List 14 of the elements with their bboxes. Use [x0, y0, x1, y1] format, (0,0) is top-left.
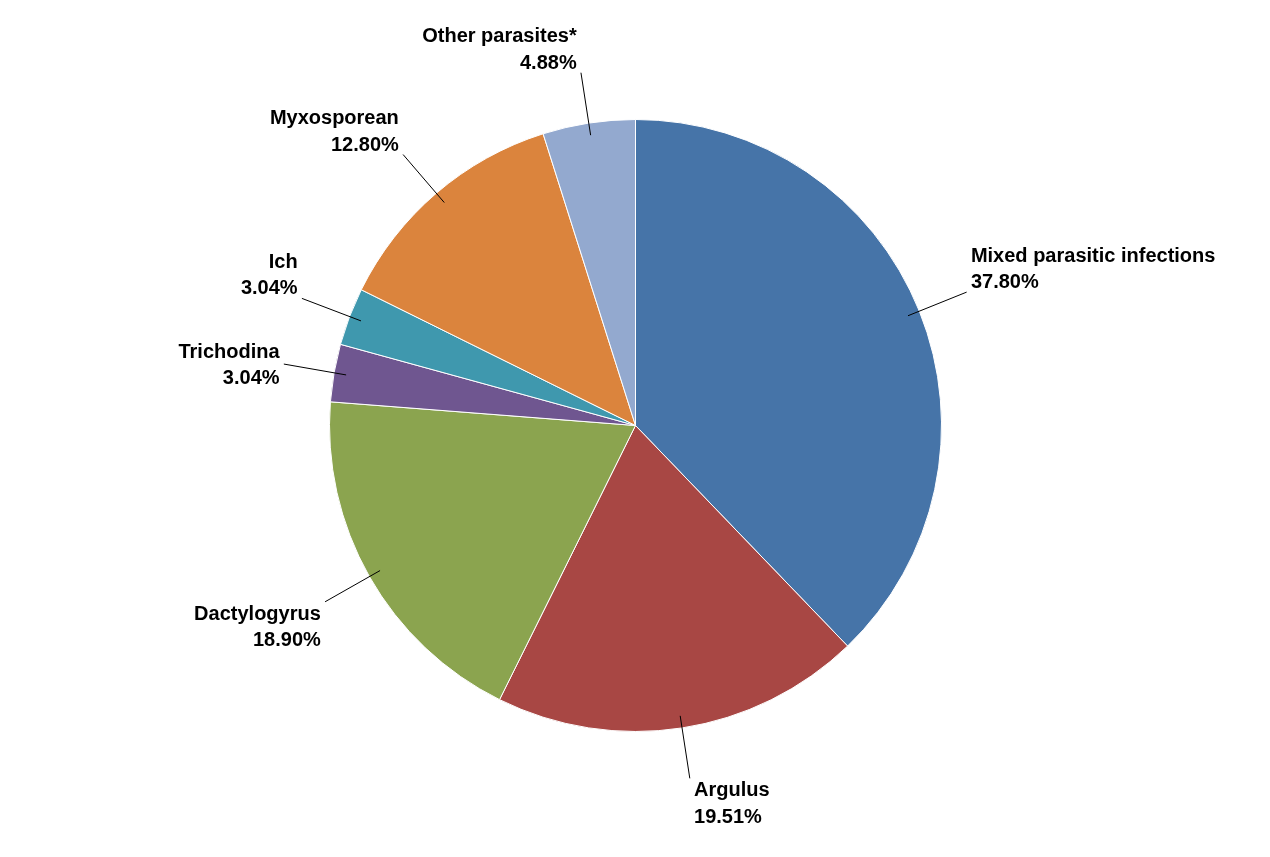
data-label: 12.80% [331, 132, 400, 155]
slice-label: Trichodina [178, 339, 281, 362]
slice-label: Other parasites* [422, 24, 577, 47]
slice-label: Mixed parasitic infections [970, 243, 1216, 266]
data-label: 37.80% [970, 270, 1039, 293]
data-label: 19.51% [694, 804, 763, 827]
data-label: 4.88% [520, 50, 577, 73]
slice-label: Myxosporean [269, 106, 399, 129]
data-label: 3.04% [222, 366, 280, 389]
slice-label: Ich [268, 249, 298, 272]
data-label: 18.90% [252, 628, 322, 651]
slice-label: Dactylogyrus [194, 601, 321, 624]
data-label: 3.04% [240, 276, 298, 299]
slice-label: Argulus [694, 778, 770, 801]
